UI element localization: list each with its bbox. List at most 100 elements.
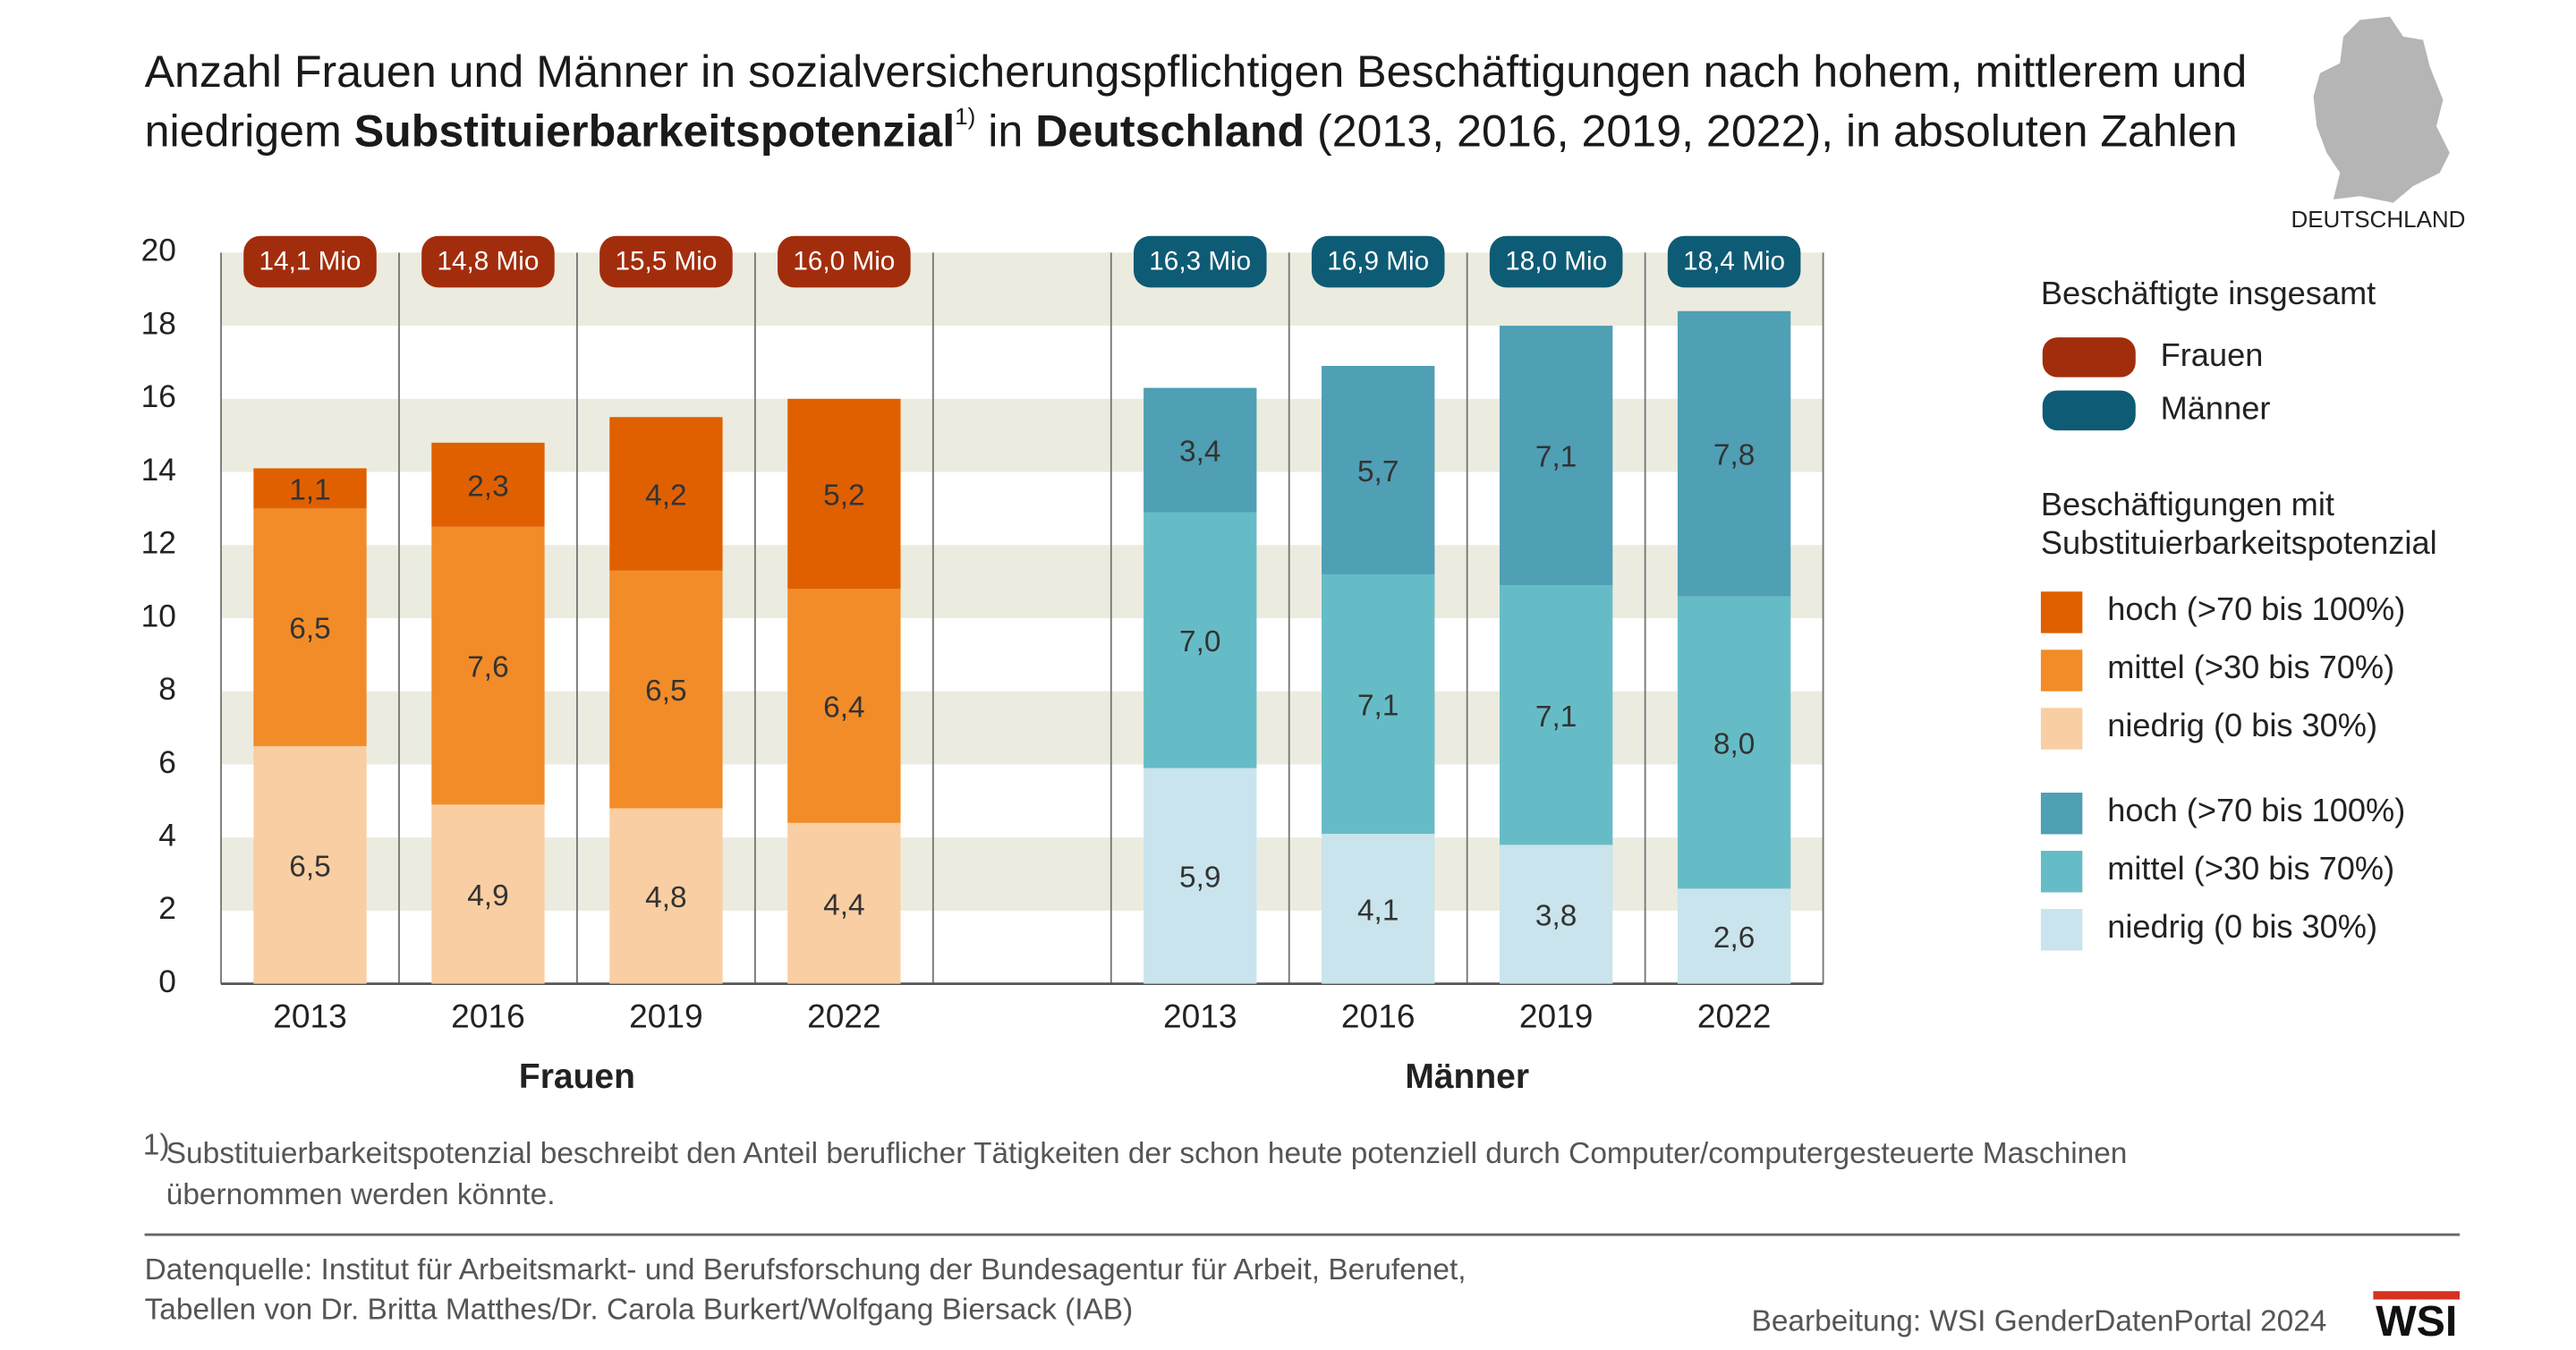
total-label: 14,1 Mio xyxy=(259,246,361,276)
title-sup: 1) xyxy=(955,103,975,130)
source: Datenquelle: Institut für Arbeitsmarkt- … xyxy=(145,1253,1467,1286)
y-tick-label: 14 xyxy=(141,453,176,488)
x-tick-label: 2013 xyxy=(273,997,347,1034)
x-tick-label: 2016 xyxy=(1341,997,1416,1034)
legend-swatch xyxy=(2040,851,2083,893)
y-tick-label: 6 xyxy=(158,745,176,780)
legend-label: niedrig (0 bis 30%) xyxy=(2107,908,2377,945)
bar-segment xyxy=(1500,326,1613,586)
legend-label: Frauen xyxy=(2161,336,2264,373)
value-label: 1,1 xyxy=(289,473,330,506)
logo: WSI xyxy=(2376,1297,2457,1346)
value-label: 6,5 xyxy=(289,613,330,646)
bar-segment xyxy=(431,442,545,527)
y-tick-label: 8 xyxy=(158,672,176,707)
total-pill xyxy=(1133,235,1267,288)
total-pill xyxy=(243,235,377,288)
bar-segment xyxy=(1322,573,1435,835)
legend-title: Beschäftigte insgesamt xyxy=(2041,275,2376,311)
value-label: 7,0 xyxy=(1179,625,1220,658)
total-label: 15,5 Mio xyxy=(615,246,717,276)
bar-segment xyxy=(1322,834,1435,984)
legend-title: Beschäftigungen mit xyxy=(2041,486,2334,522)
credit: Bearbeitung: WSI GenderDatenPortal 2024 xyxy=(1752,1304,2327,1337)
legend-label: niedrig (0 bis 30%) xyxy=(2107,707,2377,743)
legend-label: mittel (>30 bis 70%) xyxy=(2107,850,2394,887)
group-label: Männer xyxy=(1405,1057,1529,1096)
bar-segment xyxy=(1143,512,1257,768)
y-tick-label: 20 xyxy=(141,233,176,268)
legend-label: hoch (>70 bis 100%) xyxy=(2107,590,2405,627)
chart-title: Anzahl Frauen und Männer in sozialversic… xyxy=(145,47,2248,97)
total-label: 14,8 Mio xyxy=(437,246,539,276)
bar-segment xyxy=(1143,768,1257,984)
value-label: 6,5 xyxy=(645,675,686,708)
total-label: 16,3 Mio xyxy=(1149,246,1251,276)
value-label: 7,1 xyxy=(1535,700,1577,734)
legend-swatch xyxy=(2042,390,2136,431)
footnote: Substituierbarkeitspotenzial beschreibt … xyxy=(166,1137,2128,1170)
legend-swatch xyxy=(2040,708,2083,750)
logo-bar xyxy=(2373,1291,2460,1300)
map-label: DEUTSCHLAND xyxy=(2291,206,2465,233)
value-label: 5,7 xyxy=(1357,455,1399,488)
value-label: 8,0 xyxy=(1713,727,1755,760)
x-tick-label: 2019 xyxy=(1519,997,1594,1034)
bar-segment xyxy=(1677,596,1791,889)
value-label: 4,2 xyxy=(645,480,686,513)
value-label: 2,3 xyxy=(467,470,508,503)
total-pill xyxy=(599,235,733,288)
value-label: 4,9 xyxy=(467,879,508,913)
value-label: 7,6 xyxy=(467,651,508,684)
value-label: 3,8 xyxy=(1535,900,1577,933)
y-tick-label: 2 xyxy=(158,891,176,926)
value-label: 6,5 xyxy=(289,850,330,883)
bar-segment xyxy=(431,804,545,984)
legend-label: Männer xyxy=(2161,389,2271,426)
legend-swatch xyxy=(2042,337,2136,378)
bar-segment xyxy=(253,468,367,509)
total-label: 16,9 Mio xyxy=(1327,246,1429,276)
y-tick-label: 10 xyxy=(141,599,176,633)
chart-title: niedrigem Substituierbarkeitspotenzial1)… xyxy=(145,103,2238,157)
bar-segment xyxy=(431,526,545,805)
y-tick-label: 18 xyxy=(141,306,176,341)
legend-swatch xyxy=(2040,591,2083,633)
value-label: 4,8 xyxy=(645,881,686,914)
bar-segment xyxy=(253,508,367,746)
y-tick-label: 12 xyxy=(141,526,176,561)
plot: 0 2 4 6 8 10 12 14 16 18 20 6,5 6,5 1,1 14,1 Mio 2013 4,… xyxy=(141,233,1824,1096)
bar-segment xyxy=(787,589,901,823)
bar-segment xyxy=(1143,387,1257,513)
value-label: 2,6 xyxy=(1713,921,1755,955)
total-pill xyxy=(421,235,555,288)
total-pill xyxy=(1667,235,1801,288)
bar-segment xyxy=(253,745,367,984)
total-pill xyxy=(778,235,911,288)
title-part: Deutschland xyxy=(1035,106,1305,157)
footnote: übernommen werden könnte. xyxy=(166,1178,556,1211)
value-label: 7,8 xyxy=(1713,439,1755,472)
legend: Beschäftigte insgesamt Frauen Männer Beschä… xyxy=(2040,275,2437,951)
value-label: 5,9 xyxy=(1179,862,1220,895)
footnote-mark: 1) xyxy=(143,1128,170,1161)
bar-segment xyxy=(787,822,901,984)
bar-segment xyxy=(1500,845,1613,984)
bar-segment xyxy=(609,570,723,809)
x-tick-label: 2016 xyxy=(451,997,525,1034)
value-label: 7,1 xyxy=(1535,441,1577,474)
legend-swatch xyxy=(2040,909,2083,951)
value-label: 4,1 xyxy=(1357,894,1399,927)
group-label: Frauen xyxy=(519,1057,635,1096)
legend-title: Substituierbarkeitspotenzial xyxy=(2041,524,2437,561)
bar-segment xyxy=(1322,366,1435,574)
x-tick-label: 2022 xyxy=(1697,997,1772,1034)
y-tick-label: 16 xyxy=(141,379,176,414)
total-pill xyxy=(1489,235,1623,288)
source: Tabellen von Dr. Britta Matthes/Dr. Caro… xyxy=(145,1293,1134,1326)
bar-segment xyxy=(609,417,723,571)
total-pill xyxy=(1311,235,1445,288)
bar-segment xyxy=(1677,888,1791,984)
legend-swatch xyxy=(2040,650,2083,692)
